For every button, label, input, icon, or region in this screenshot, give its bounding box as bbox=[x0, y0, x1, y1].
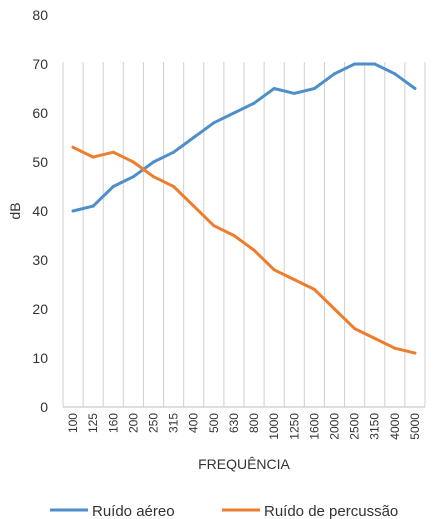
data-point bbox=[312, 287, 316, 291]
y-tick-label: 10 bbox=[32, 350, 48, 366]
y-axis-ticks: 0 10 20 30 40 50 60 70 80 bbox=[32, 7, 48, 415]
x-tick-label: 5000 bbox=[408, 413, 422, 440]
series-lines bbox=[71, 62, 417, 355]
y-tick-label: 40 bbox=[32, 203, 48, 219]
data-point bbox=[131, 160, 135, 164]
x-tick-label: 2000 bbox=[328, 413, 342, 440]
data-point bbox=[232, 234, 236, 237]
legend: Ruído aéreo Ruído de percussão bbox=[50, 503, 398, 519]
data-point bbox=[172, 150, 176, 154]
data-point bbox=[292, 91, 296, 95]
data-point bbox=[353, 62, 357, 66]
legend-label: Ruído de percussão bbox=[264, 503, 398, 519]
x-tick-label: 3150 bbox=[368, 413, 382, 440]
y-tick-label: 50 bbox=[32, 154, 48, 170]
x-tick-label: 125 bbox=[86, 413, 100, 433]
vertical-gridlines bbox=[62, 62, 426, 407]
data-point bbox=[111, 150, 115, 154]
x-tick-label: 160 bbox=[106, 413, 120, 433]
data-point bbox=[152, 160, 155, 164]
x-tick-label: 250 bbox=[147, 413, 161, 433]
x-tick-label: 1600 bbox=[307, 413, 321, 440]
data-point bbox=[373, 62, 377, 66]
y-axis-title: dB bbox=[7, 202, 23, 219]
data-point bbox=[252, 248, 256, 252]
series-line-0 bbox=[71, 62, 417, 213]
data-point bbox=[312, 87, 316, 90]
x-tick-label: 2500 bbox=[348, 413, 362, 440]
x-tick-label: 1000 bbox=[267, 413, 281, 440]
x-tick-label: 200 bbox=[126, 413, 140, 433]
x-tick-label: 630 bbox=[227, 413, 241, 433]
data-point bbox=[131, 175, 135, 179]
series-line-1 bbox=[71, 145, 417, 355]
data-point bbox=[192, 204, 196, 208]
data-point bbox=[393, 72, 397, 76]
data-point bbox=[333, 72, 336, 76]
data-point bbox=[353, 327, 357, 331]
data-point bbox=[111, 185, 115, 188]
data-point bbox=[413, 87, 417, 90]
data-point bbox=[152, 175, 155, 179]
data-point bbox=[272, 87, 276, 90]
data-point bbox=[333, 307, 336, 311]
y-tick-label: 30 bbox=[32, 252, 48, 268]
y-tick-label: 60 bbox=[32, 105, 48, 121]
y-tick-label: 20 bbox=[32, 301, 48, 317]
y-tick-label: 0 bbox=[40, 399, 48, 415]
x-tick-label: 500 bbox=[207, 413, 221, 433]
x-tick-label: 1250 bbox=[287, 413, 301, 440]
legend-label: Ruído aéreo bbox=[92, 503, 175, 519]
data-point bbox=[71, 209, 75, 213]
data-point bbox=[413, 351, 417, 355]
data-point bbox=[393, 346, 397, 350]
data-point bbox=[252, 101, 256, 105]
x-axis-title: FREQUÊNCIA bbox=[198, 456, 290, 472]
data-point bbox=[91, 204, 95, 208]
data-point bbox=[373, 336, 377, 340]
data-point bbox=[232, 111, 236, 115]
data-point bbox=[292, 278, 296, 282]
data-point bbox=[212, 121, 216, 125]
y-tick-label: 80 bbox=[32, 7, 48, 23]
data-point bbox=[212, 224, 216, 228]
data-point bbox=[91, 155, 95, 159]
data-point bbox=[172, 185, 176, 188]
y-tick-label: 70 bbox=[32, 56, 48, 72]
x-tick-label: 100 bbox=[66, 413, 80, 433]
x-tick-label: 315 bbox=[167, 413, 181, 433]
x-tick-label: 800 bbox=[247, 413, 261, 433]
data-point bbox=[272, 268, 276, 272]
data-point bbox=[192, 136, 196, 139]
x-tick-label: 4000 bbox=[388, 413, 402, 440]
x-axis-ticks: 100 125 160 200 250 315 400 500 630 800 1000 1250 16… bbox=[66, 413, 422, 440]
data-point bbox=[71, 145, 75, 149]
x-tick-label: 400 bbox=[187, 413, 201, 433]
